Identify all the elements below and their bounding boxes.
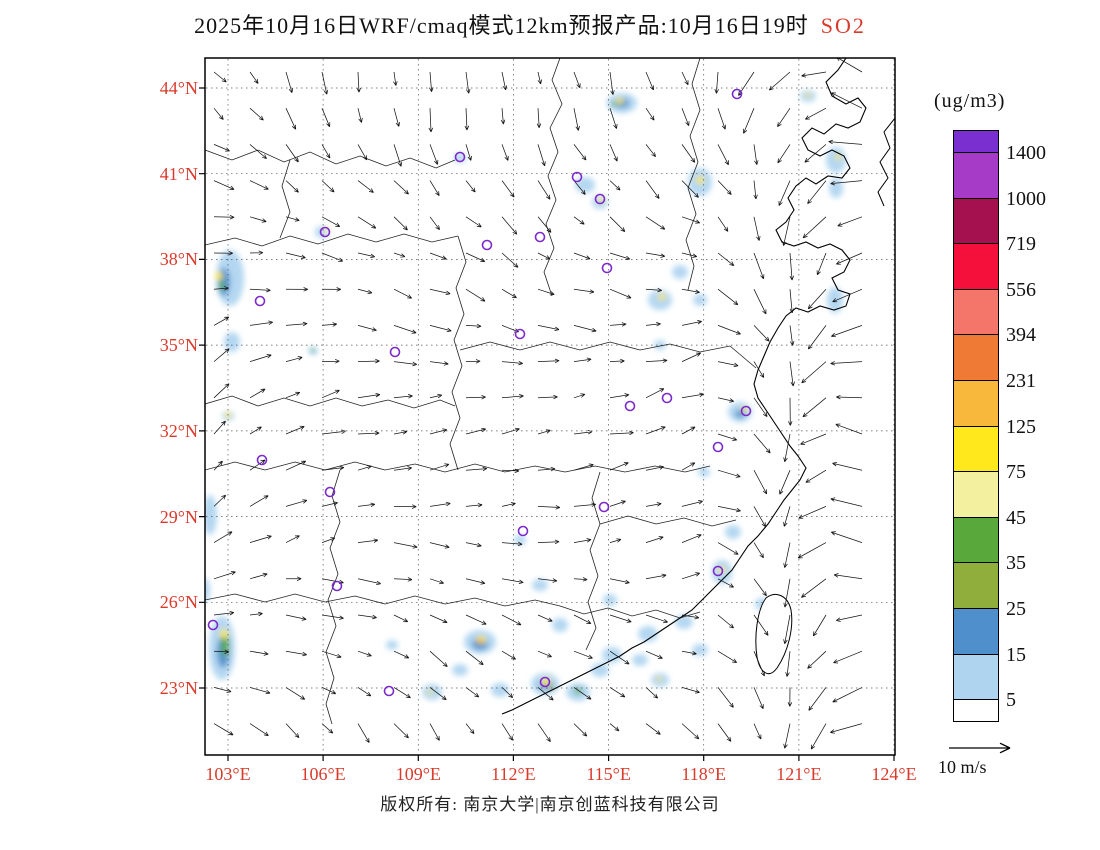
legend-tick-label: 35	[1006, 552, 1026, 575]
city-marker	[389, 346, 401, 358]
city-marker	[319, 226, 331, 238]
legend-color-segment	[954, 244, 998, 290]
city-marker	[539, 676, 551, 688]
page-title: 2025年10月16日WRF/cmaq模式12km预报产品:10月16日19时 S…	[0, 8, 1060, 40]
city-marker	[514, 328, 526, 340]
city-marker	[712, 565, 724, 577]
city-markers	[207, 88, 752, 697]
lat-label: 44°N	[159, 78, 198, 98]
lon-label: 109°E	[395, 764, 441, 784]
lat-label: 26°N	[159, 592, 198, 613]
province-borders	[205, 58, 757, 725]
legend-colorbar	[953, 130, 999, 723]
legend-color-segment	[954, 654, 998, 701]
city-marker	[383, 685, 395, 697]
city-marker	[740, 405, 752, 417]
copyright-footer: 版权所有: 南京大学|南京创蓝科技有限公司	[380, 795, 720, 814]
legend-color-segment	[954, 426, 998, 473]
legend-tick-label: 25	[1006, 598, 1026, 620]
legend-tick-label: 719	[1006, 233, 1036, 256]
axis-ticks	[199, 87, 895, 761]
city-marker	[598, 501, 610, 513]
city-marker	[731, 88, 743, 100]
legend-tick-label: 45	[1006, 506, 1026, 529]
legend-tick-label: 556	[1006, 278, 1036, 301]
lat-label: 35°N	[159, 335, 198, 356]
legend-units: (ug/m3)	[934, 90, 1006, 112]
city-marker	[534, 231, 546, 243]
legend-tick-label: 231	[1006, 370, 1036, 392]
legend-tick-label: 125	[1006, 415, 1036, 438]
lat-label: 38°N	[159, 249, 198, 270]
legend-color-segment	[954, 153, 998, 199]
lon-label: 103°E	[205, 764, 251, 784]
city-marker	[454, 151, 466, 163]
city-marker	[254, 295, 266, 307]
city-marker	[207, 619, 219, 631]
legend-tick-label: 394	[1006, 324, 1036, 347]
legend-color-segment	[954, 131, 998, 153]
legend-color-segment	[954, 472, 998, 518]
lon-label: 118°E	[681, 764, 726, 784]
city-marker	[624, 400, 636, 412]
legend-color-segment	[954, 517, 998, 564]
map-canvas	[199, 57, 896, 761]
korea-coast	[877, 117, 895, 207]
city-marker	[331, 580, 343, 592]
title-text: 2025年10月16日WRF/cmaq模式12km预报产品:10月16日19时	[194, 13, 809, 38]
lon-label: 115°E	[586, 764, 631, 784]
legend-color-segment	[954, 563, 998, 609]
legend-tick-label: 1400	[1006, 142, 1046, 164]
legend-tick-label: 1000	[1006, 187, 1046, 210]
city-marker	[324, 486, 336, 498]
lat-label: 23°N	[159, 678, 198, 698]
wind-vector-field	[213, 58, 863, 750]
city-marker	[712, 441, 724, 453]
wind-scale-arrow-icon	[949, 742, 1011, 754]
city-marker	[256, 454, 268, 466]
lon-label: 106°E	[300, 764, 346, 784]
city-marker	[481, 239, 493, 251]
legend-color-segment	[954, 608, 998, 655]
coastline	[501, 58, 867, 715]
map-border	[204, 57, 896, 756]
city-marker	[594, 193, 606, 205]
city-marker	[601, 262, 613, 274]
legend-tick-label: 5	[1006, 689, 1016, 712]
lat-label: 32°N	[159, 420, 198, 441]
legend-color-segment	[954, 700, 998, 722]
lon-label: 121°E	[776, 764, 822, 784]
city-marker	[661, 392, 673, 404]
legend-color-segment	[954, 289, 998, 336]
graticule	[206, 59, 895, 754]
legend-color-segment	[954, 198, 998, 245]
legend-tick-label: 75	[1006, 461, 1026, 484]
city-marker	[571, 171, 583, 183]
legend-color-segment	[954, 380, 998, 427]
lat-label: 29°N	[159, 506, 198, 527]
city-marker	[517, 525, 529, 537]
wind-scale-label: 10 m/s	[938, 757, 987, 777]
legend-color-segment	[954, 335, 998, 381]
lon-label: 124°E	[871, 764, 917, 784]
lat-label: 41°N	[159, 163, 198, 184]
title-species: SO2	[820, 13, 866, 38]
lon-label: 112°E	[491, 764, 536, 784]
legend-tick-label: 15	[1006, 643, 1026, 666]
